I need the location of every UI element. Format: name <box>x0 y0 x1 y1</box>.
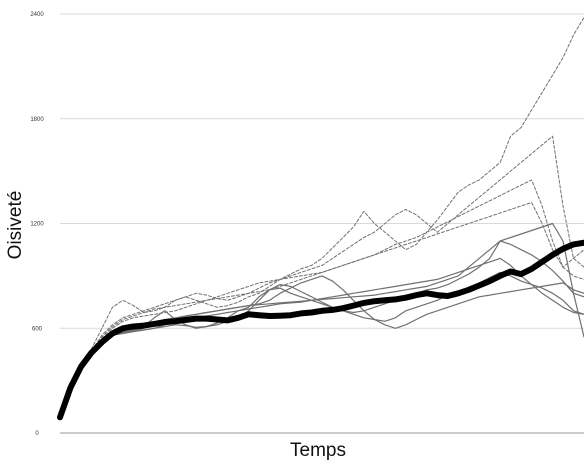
series-line-6-solid <box>59 222 584 418</box>
series-line-7-dashed <box>59 17 584 418</box>
y-tick-label: 1800 <box>30 117 44 123</box>
series-line-1-mean <box>57 239 584 421</box>
x-axis-title: Temps <box>290 440 346 460</box>
y-tick-label: 600 <box>32 326 43 332</box>
y-axis-title: Oisiveté <box>5 191 26 260</box>
series-line-4-solid <box>59 257 584 418</box>
series-line-2-solid <box>59 271 584 418</box>
y-tick-labels: 0 600 1200 1800 2400 <box>30 12 44 437</box>
gridlines <box>60 13 584 329</box>
series-line-8-dashed <box>59 135 584 418</box>
y-tick-label: 2400 <box>30 12 44 18</box>
series-line-10-dashed <box>59 202 584 418</box>
y-tick-label: 1200 <box>30 222 44 228</box>
y-tick-label: 0 <box>35 431 39 437</box>
series-line-5-solid <box>59 275 584 418</box>
series-lines <box>57 17 584 421</box>
series-line-9-dashed <box>59 179 584 418</box>
